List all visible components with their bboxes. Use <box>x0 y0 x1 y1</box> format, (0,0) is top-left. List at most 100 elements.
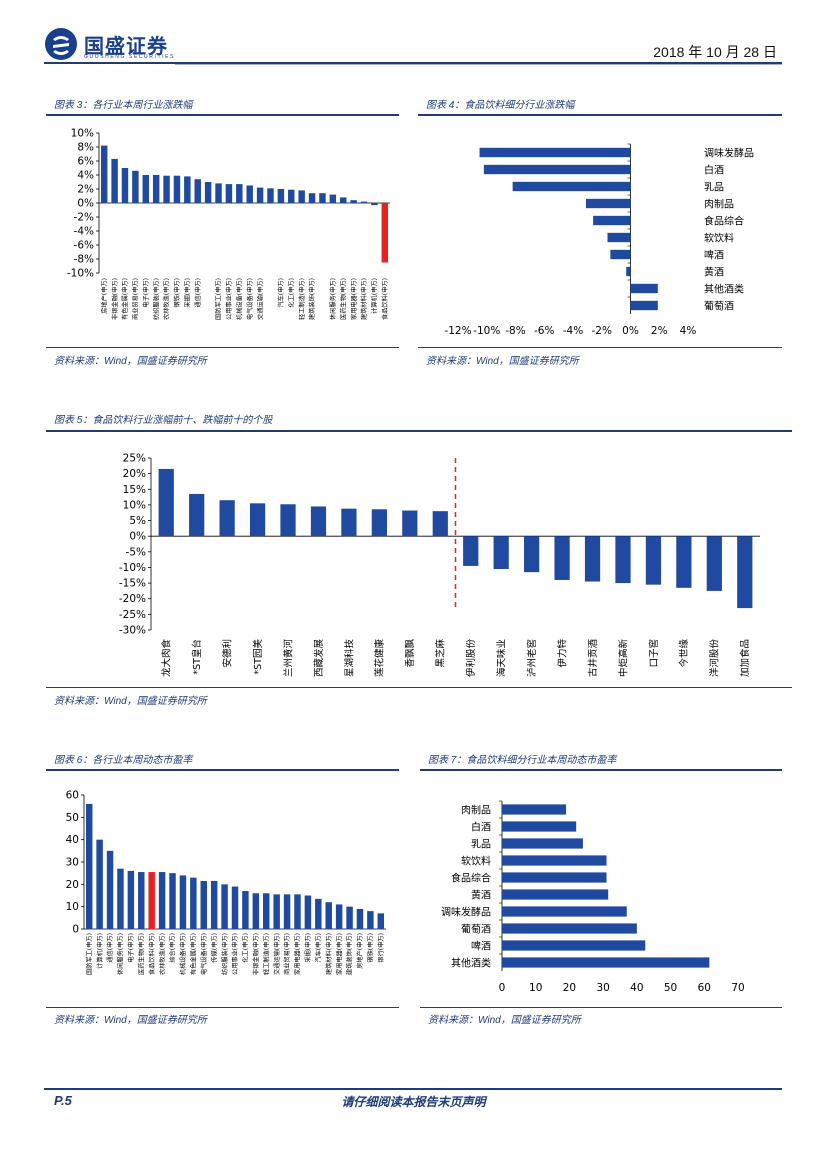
category-label: 龙大肉食 <box>161 639 173 678</box>
bar <box>432 511 448 537</box>
x-tick-label: -8% <box>505 325 525 337</box>
category-label: 葡萄酒 <box>461 922 491 935</box>
category-label: 有色金属(申万) <box>190 933 198 975</box>
y-tick-label: 0 <box>72 924 79 936</box>
x-tick-label: 50 <box>664 982 677 994</box>
bar <box>371 203 378 206</box>
bar <box>221 884 228 929</box>
bar <box>524 536 540 573</box>
bar <box>273 894 280 929</box>
bar <box>630 283 658 294</box>
category-label: 古井贡酒 <box>587 639 599 678</box>
x-tick-label: 4% <box>680 325 697 337</box>
chart5-caption: 图表 5：食品饮料行业涨幅前十、跌幅前十的个股 <box>54 415 273 426</box>
chart3-source: 资料来源：Wind，国盛证券研究所 <box>54 356 207 367</box>
bar <box>304 895 312 929</box>
bar <box>111 158 118 203</box>
y-tick-label: 10 <box>66 901 79 913</box>
bar <box>346 906 353 929</box>
category-label: 汽车(申万) <box>314 933 322 963</box>
category-label: 机械设备(申万) <box>235 278 243 320</box>
chart4-source: 资料来源：Wind，国盛证券研究所 <box>426 356 579 367</box>
bar <box>463 536 479 566</box>
bar <box>106 850 114 929</box>
bar <box>298 190 305 203</box>
category-label: 电气设备(申万) <box>200 933 208 975</box>
x-tick-label: 2% <box>651 325 668 337</box>
category-label: 化工(申万) <box>242 933 250 963</box>
category-label: 采掘(申万) <box>304 933 312 963</box>
report-date: 2018 年 10 月 28 日 <box>653 44 777 60</box>
category-label: 肉制品 <box>704 197 734 210</box>
bar <box>142 175 149 203</box>
x-tick-label: -2% <box>592 325 612 337</box>
bar <box>204 182 212 203</box>
bar <box>607 232 631 243</box>
category-label: 综合(申万) <box>169 933 177 963</box>
y-tick-label: -10% <box>67 268 94 280</box>
bar <box>263 893 270 929</box>
category-label: 肉制品 <box>461 803 491 816</box>
category-label: 食品饮料(申万) <box>148 933 156 975</box>
category-label: 建筑材料(申万) <box>325 933 333 975</box>
category-label: 加加食品 <box>739 639 751 677</box>
bar <box>585 198 631 209</box>
chart4-top-rule <box>418 114 782 116</box>
category-label: 啤酒 <box>704 249 724 261</box>
bar <box>554 536 570 580</box>
chart4-caption: 图表 4：食品饮料细分行业涨跌幅 <box>426 100 575 111</box>
bar <box>158 468 174 537</box>
chart6-bottom-rule <box>46 1007 399 1008</box>
bar <box>645 536 662 585</box>
category-label: 汽车(申万) <box>277 278 285 308</box>
chart3-caption: 图表 3：各行业本周行业涨跌幅 <box>54 100 193 111</box>
bar <box>512 181 631 192</box>
x-tick-label: 20 <box>563 982 576 994</box>
y-tick-label: -4% <box>74 226 94 238</box>
category-label: 今世缘 <box>678 639 690 668</box>
bar <box>280 504 296 537</box>
page-number: P.5 <box>54 1093 72 1108</box>
bar <box>138 872 145 929</box>
category-label: 口子窖 <box>648 639 660 668</box>
category-label: 伊利股份 <box>465 639 477 678</box>
category-label: 啤酒 <box>471 940 491 952</box>
bar <box>502 889 609 900</box>
category-label: 伊力特 <box>556 639 568 668</box>
category-label: 有色金属(申万) <box>121 278 129 320</box>
category-label: 商业贸易(申万) <box>283 933 291 975</box>
x-tick-label: 60 <box>698 982 711 994</box>
bar <box>132 170 139 203</box>
bar <box>121 168 129 203</box>
x-tick-label: 30 <box>596 982 609 994</box>
category-label: 房地产(申万) <box>356 933 364 969</box>
bar <box>319 193 326 203</box>
bar <box>148 872 155 929</box>
x-tick-label: 0% <box>622 325 639 337</box>
category-label: 建筑装饰(申万) <box>308 278 316 320</box>
bar <box>502 940 646 951</box>
category-label: 中炬高新 <box>617 639 629 678</box>
category-label: 黄酒 <box>704 265 724 278</box>
category-label: 建筑装饰(申万) <box>346 933 354 975</box>
bar <box>225 184 233 203</box>
category-label: 海天味业 <box>496 639 508 677</box>
bar <box>163 175 170 203</box>
bar <box>502 957 710 968</box>
category-label: 轻工制造(申万) <box>262 933 270 975</box>
y-tick-label: 2% <box>77 184 94 196</box>
bar <box>158 872 166 929</box>
category-label: 休闲服务(申万) <box>117 933 125 975</box>
category-label: 泸州老窖 <box>526 639 538 677</box>
bar <box>483 164 631 175</box>
bar <box>367 911 374 929</box>
bar <box>593 215 631 226</box>
y-tick-label: 8% <box>77 142 94 154</box>
category-label: 钢铁(申万) <box>367 933 375 963</box>
chart5-top-rule <box>46 430 792 432</box>
disclaimer-notice: 请仔细阅读本报告末页声明 <box>341 1095 486 1109</box>
category-label: 调味发酵品 <box>704 146 754 159</box>
x-tick-label: -6% <box>534 325 554 337</box>
category-label: 兰州黄河 <box>282 639 294 678</box>
category-label: 安德利 <box>221 639 233 668</box>
